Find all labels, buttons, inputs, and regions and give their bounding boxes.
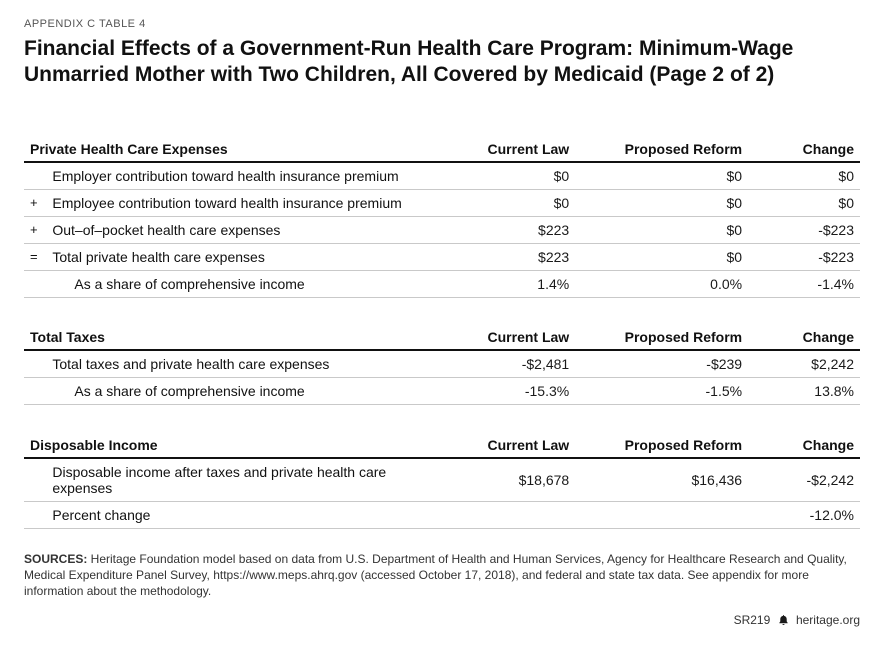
row-label: Total taxes and private health care expe… [46,350,432,378]
cell-change: -1.4% [748,270,860,297]
cell-proposed-reform: $0 [575,162,748,190]
row-label: As a share of comprehensive income [46,378,432,405]
section-header-disposable-income: Disposable Income Current Law Proposed R… [24,427,860,458]
row-label: Total private health care expenses [46,243,432,270]
row-label: Employee contribution toward health insu… [46,189,432,216]
row-operator [24,378,46,405]
table-row: As a share of comprehensive income -15.3… [24,378,860,405]
cell-current-law: 1.4% [433,270,575,297]
table-row: Percent change -12.0% [24,501,860,528]
col-header-current-law: Current Law [433,319,575,350]
cell-proposed-reform: $0 [575,216,748,243]
table-row: As a share of comprehensive income 1.4% … [24,270,860,297]
section-header-label: Total Taxes [24,319,433,350]
row-operator [24,458,46,502]
row-operator: + [24,189,46,216]
cell-proposed-reform: -1.5% [575,378,748,405]
row-operator [24,501,46,528]
section-header-total-taxes: Total Taxes Current Law Proposed Reform … [24,319,860,350]
table-row: + Out–of–pocket health care expenses $22… [24,216,860,243]
cell-proposed-reform: 0.0% [575,270,748,297]
row-operator [24,350,46,378]
col-header-current-law: Current Law [433,427,575,458]
page-footer: SR219 heritage.org [24,613,860,627]
cell-change: $0 [748,189,860,216]
row-operator: = [24,243,46,270]
footer-report-id: SR219 [734,613,771,627]
cell-change: -$2,242 [748,458,860,502]
section-header-label: Disposable Income [24,427,433,458]
col-header-change: Change [748,319,860,350]
cell-current-law: $223 [433,216,575,243]
page-title: Financial Effects of a Government-Run He… [24,36,860,89]
cell-proposed-reform: $0 [575,189,748,216]
table-row: Disposable income after taxes and privat… [24,458,860,502]
cell-current-law: -$2,481 [433,350,575,378]
section-header-private-expenses: Private Health Care Expenses Current Law… [24,131,860,162]
table-row: Total taxes and private health care expe… [24,350,860,378]
footer-site: heritage.org [796,613,860,627]
sources-note: SOURCES: Heritage Foundation model based… [24,551,860,600]
row-operator [24,270,46,297]
cell-current-law: $0 [433,162,575,190]
cell-current-law: $0 [433,189,575,216]
cell-change: $2,242 [748,350,860,378]
table-row: + Employee contribution toward health in… [24,189,860,216]
section-header-label: Private Health Care Expenses [24,131,433,162]
cell-current-law: $18,678 [433,458,575,502]
row-operator: + [24,216,46,243]
col-header-change: Change [748,131,860,162]
row-operator [24,162,46,190]
cell-proposed-reform: $16,436 [575,458,748,502]
cell-change: -12.0% [748,501,860,528]
col-header-change: Change [748,427,860,458]
bell-icon [778,614,789,626]
cell-change: -$223 [748,243,860,270]
cell-proposed-reform: $0 [575,243,748,270]
cell-current-law: $223 [433,243,575,270]
data-table: Private Health Care Expenses Current Law… [24,131,860,529]
table-row: Employer contribution toward health insu… [24,162,860,190]
col-header-proposed-reform: Proposed Reform [575,131,748,162]
row-label: As a share of comprehensive income [46,270,432,297]
table-row: = Total private health care expenses $22… [24,243,860,270]
row-label: Employer contribution toward health insu… [46,162,432,190]
col-header-proposed-reform: Proposed Reform [575,319,748,350]
cell-current-law [433,501,575,528]
sources-text: Heritage Foundation model based on data … [24,552,847,598]
appendix-eyebrow: APPENDIX C TABLE 4 [24,18,860,30]
col-header-current-law: Current Law [433,131,575,162]
cell-change: 13.8% [748,378,860,405]
cell-proposed-reform: -$239 [575,350,748,378]
col-header-proposed-reform: Proposed Reform [575,427,748,458]
row-label: Disposable income after taxes and privat… [46,458,432,502]
row-label: Out–of–pocket health care expenses [46,216,432,243]
cell-change: $0 [748,162,860,190]
row-label: Percent change [46,501,432,528]
sources-label: SOURCES: [24,552,87,566]
cell-proposed-reform [575,501,748,528]
cell-change: -$223 [748,216,860,243]
cell-current-law: -15.3% [433,378,575,405]
